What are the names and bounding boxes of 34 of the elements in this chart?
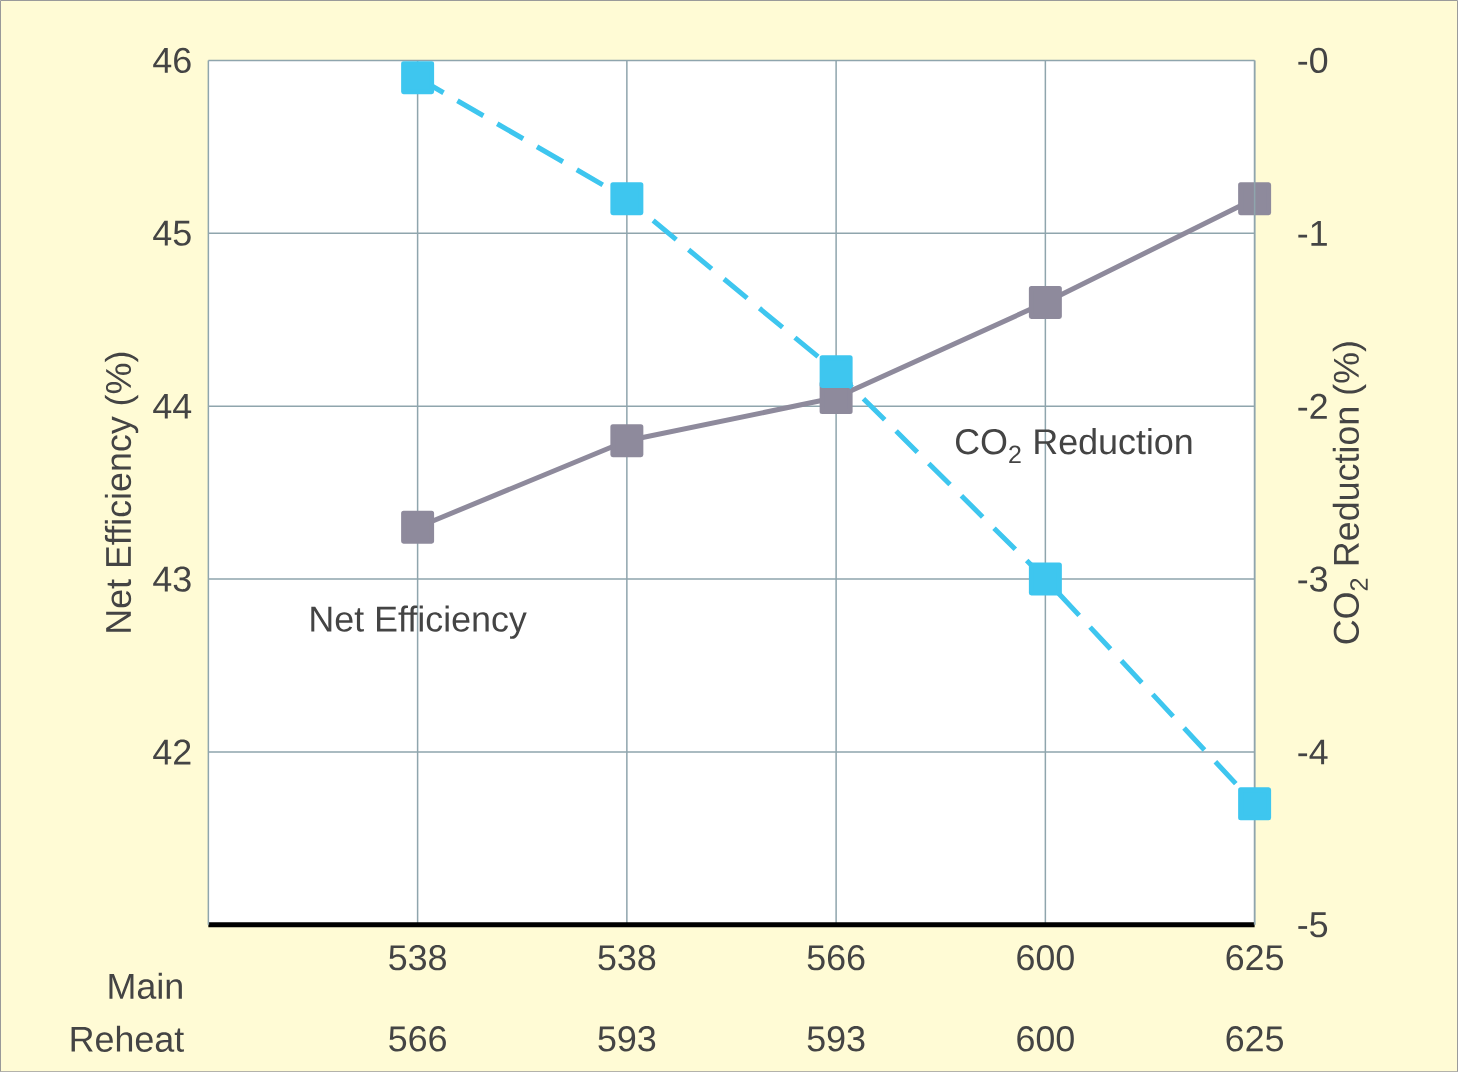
x-tick-label: 566	[807, 944, 865, 971]
point	[401, 61, 435, 95]
point	[819, 355, 853, 388]
text: Reheat	[71, 1025, 184, 1052]
point	[1238, 787, 1272, 821]
y2-tick-label: -2	[1298, 393, 1327, 419]
point	[1028, 285, 1062, 319]
x-tick-label: 538	[598, 944, 656, 971]
y2-tick-label: -5	[1298, 912, 1328, 938]
x-tick-label: 600	[1017, 944, 1074, 971]
y2-axis-title: CO$_{2}$ Reduction (%)	[1332, 342, 1368, 644]
text: 593	[807, 1025, 865, 1052]
y-tick-label: 46	[153, 47, 191, 73]
y-tick-label: 44	[153, 393, 192, 419]
text: 566	[389, 1025, 446, 1052]
text: Main	[109, 972, 182, 999]
y2-tick-label: -0	[1298, 47, 1328, 73]
point	[401, 510, 435, 544]
y-axis-title: Net Efficiency (%)	[104, 352, 139, 632]
point	[610, 182, 644, 216]
text: 625	[1226, 1025, 1283, 1052]
point	[1238, 182, 1272, 216]
y2-tick-label: -4	[1298, 739, 1328, 765]
y2-tick-label: -3	[1298, 566, 1328, 592]
point	[1028, 562, 1062, 596]
y-tick-label: 43	[153, 566, 191, 592]
point	[610, 424, 644, 458]
x-tick-label: 538	[389, 944, 446, 971]
y-tick-label: 42	[153, 739, 191, 765]
text: 593	[598, 1025, 656, 1052]
y2-tick-label: -1	[1298, 220, 1327, 246]
text: 600	[1017, 1025, 1074, 1052]
x-tick-label: 625	[1226, 944, 1283, 971]
y-tick-label: 45	[153, 220, 191, 246]
